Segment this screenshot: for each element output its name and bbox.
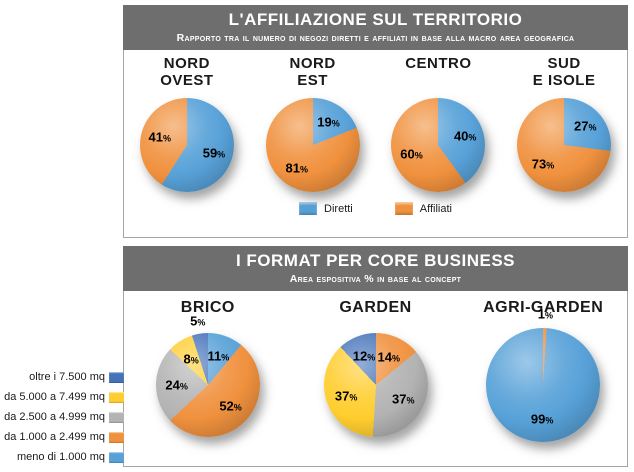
- pie-agri-garden: 1% 99%: [486, 307, 601, 442]
- pie-slice-label: 41%: [148, 129, 172, 145]
- legend-swatch-gray: [109, 411, 124, 423]
- chart-title: NORD EST: [289, 55, 336, 89]
- chart-title: CENTRO: [405, 55, 472, 72]
- pie-slice-label: 8%: [183, 351, 199, 367]
- panel-subtitle: Rapporto tra il numero di negozi diretti…: [176, 32, 575, 44]
- legend-label-affiliati: Affiliati: [419, 202, 452, 215]
- legend-swatch-yellow: [109, 391, 124, 403]
- pie-gloss: [265, 98, 360, 192]
- pie-chart-brico: BRICO 11% 52% 24% 8% 5%: [124, 291, 292, 437]
- pie-slice-label: 52%: [219, 398, 242, 414]
- pie-nord-est: 19% 81%: [265, 98, 360, 192]
- panel-title: L'AFFILIAZIONE SUL TERRITORIO: [228, 10, 523, 29]
- pie-gloss: [323, 333, 428, 437]
- legend-swatch-orange: [109, 431, 124, 443]
- panel-affiliazione-header: L'AFFILIAZIONE SUL TERRITORIO Rapporto t…: [123, 5, 628, 50]
- chart-title: AGRI-GARDEN: [483, 299, 604, 316]
- pie-slice-label: 81%: [285, 160, 309, 176]
- pie-slice-label: 1%: [537, 306, 554, 322]
- pie-chart-centro: CENTRO 40% 60%: [376, 50, 502, 192]
- pie-slice-label: 60%: [400, 146, 423, 162]
- panel-affiliazione: L'AFFILIAZIONE SUL TERRITORIO Rapporto t…: [123, 5, 628, 238]
- pie-nord-ovest: 59% 41%: [139, 98, 234, 192]
- legend-swatch-affiliati: [394, 202, 413, 215]
- pie-slice-label: 19%: [317, 114, 340, 130]
- panel-format: I FORMAT PER CORE BUSINESS Area espositi…: [123, 246, 628, 467]
- legend-label: oltre i 7.500 mq: [29, 371, 105, 383]
- legend-label-diretti: Diretti: [324, 202, 353, 215]
- pie-slice-label: 37%: [392, 391, 415, 407]
- pie-slice-label: 24%: [165, 377, 188, 393]
- panel-format-header: I FORMAT PER CORE BUSINESS Area espositi…: [123, 246, 628, 291]
- chart-title: GARDEN: [339, 299, 412, 316]
- legend-label: da 5.000 a 7.499 mq: [4, 391, 105, 403]
- format-charts-row: BRICO 11% 52% 24% 8% 5% GARDEN 14% 37% 37% 12% …: [124, 291, 627, 442]
- legend-label: da 1.000 a 2.499 mq: [4, 431, 105, 443]
- pie-gloss: [517, 98, 612, 192]
- legend-swatch-blue-light: [109, 451, 124, 463]
- chart-title: NORD OVEST: [160, 55, 214, 89]
- pie-slice-label: 27%: [574, 118, 597, 134]
- affiliazione-charts-row: NORD OVEST 59% 41% NORD EST 19% 81% CENTRO…: [124, 50, 627, 192]
- legend-item-diretti: Diretti: [299, 202, 353, 215]
- legend-swatch-blue-dark: [109, 371, 124, 383]
- legend-item-5000-7499: da 5.000 a 7.499 mq: [0, 387, 124, 407]
- format-size-legend: oltre i 7.500 mq da 5.000 a 7.499 mq da …: [0, 367, 124, 467]
- legend-item-2500-4999: da 2.500 a 4.999 mq: [0, 407, 124, 427]
- affiliazione-legend: Diretti Affiliati: [124, 202, 627, 215]
- chart-title: SUD E ISOLE: [532, 55, 596, 89]
- pie-slice-label: 40%: [453, 128, 477, 144]
- pie-slice-label: 37%: [334, 388, 358, 404]
- pie-gloss: [391, 98, 486, 192]
- pie-chart-sud-e-isole: SUD E ISOLE 27% 73%: [501, 50, 627, 192]
- panel-subtitle: Area espositiva % in base al concept: [289, 273, 462, 285]
- legend-item-oltre-7500: oltre i 7.500 mq: [0, 367, 124, 387]
- pie-chart-agri-garden: AGRI-GARDEN 1% 99%: [459, 291, 627, 442]
- pie-slice-label: 12%: [352, 348, 376, 364]
- pie-slice-label: 73%: [531, 156, 555, 172]
- pie-slice-label: 5%: [190, 313, 206, 329]
- legend-item-1000-2499: da 1.000 a 2.499 mq: [0, 427, 124, 447]
- chart-title: BRICO: [180, 299, 235, 316]
- panel-title: I FORMAT PER CORE BUSINESS: [235, 251, 516, 270]
- legend-label: da 2.500 a 4.999 mq: [4, 411, 105, 423]
- pie-chart-nord-ovest: NORD OVEST 59% 41%: [124, 50, 250, 192]
- legend-item-meno-1000: meno di 1.000 mq: [0, 447, 124, 467]
- pie-slice-label: 11%: [207, 348, 230, 364]
- pie-chart-garden: GARDEN 14% 37% 37% 12%: [292, 291, 460, 437]
- pie-chart-nord-est: NORD EST 19% 81%: [250, 50, 376, 192]
- pie-sud-e-isole: 27% 73%: [517, 98, 612, 192]
- pie-slice-label: 99%: [530, 411, 554, 427]
- pie-slice-label: 14%: [377, 349, 401, 365]
- pie-garden: 14% 37% 37% 12%: [323, 333, 428, 437]
- pie-slice-label: 59%: [202, 145, 226, 161]
- legend-label: meno di 1.000 mq: [16, 451, 105, 463]
- pie-centro: 40% 60%: [391, 98, 486, 192]
- legend-swatch-diretti: [299, 202, 318, 215]
- pie-brico: 11% 52% 24% 8% 5%: [155, 314, 260, 437]
- legend-item-affiliati: Affiliati: [394, 202, 452, 215]
